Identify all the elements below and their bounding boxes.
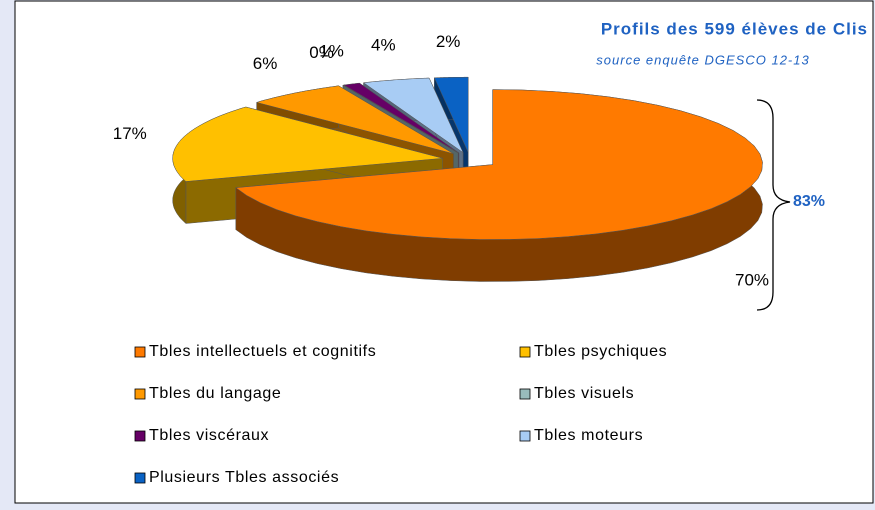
legend-swatch [134, 430, 146, 442]
legend-swatch [134, 346, 146, 358]
legend-label: Tbles viscéraux [149, 427, 269, 444]
legend-label: Tbles intellectuels et cognitifs [149, 343, 376, 360]
chart-subtitle: source enquête DGESCO 12-13 [596, 52, 809, 67]
legend-label: Plusieurs Tbles associés [149, 469, 339, 486]
legend-swatch [519, 388, 531, 400]
data-label: 70% [735, 271, 769, 290]
slice [342, 84, 459, 154]
data-label: 6% [253, 54, 278, 73]
data-label: 1% [319, 41, 344, 60]
slice [235, 89, 763, 240]
legend-swatch [134, 472, 146, 484]
legend-label: Tbles visuels [534, 385, 634, 402]
slice [172, 106, 443, 182]
annotation: 83% [793, 193, 825, 210]
slice [434, 76, 469, 153]
legend-label: Tbles du langage [149, 385, 281, 402]
legend-swatch [134, 388, 146, 400]
legend-swatch [519, 346, 531, 358]
data-label: 2% [436, 32, 461, 51]
legend-label: Tbles moteurs [534, 427, 643, 444]
data-label: 17% [113, 124, 147, 143]
legend-label: Tbles psychiques [534, 343, 667, 360]
legend-swatch [519, 430, 531, 442]
slice [343, 82, 460, 154]
slice [362, 77, 464, 154]
slice [255, 85, 454, 154]
brace [756, 99, 791, 311]
data-label: 4% [371, 35, 396, 54]
chart-title: Profils des 599 élèves de Clis [601, 19, 868, 38]
data-label: 0% [309, 43, 334, 62]
